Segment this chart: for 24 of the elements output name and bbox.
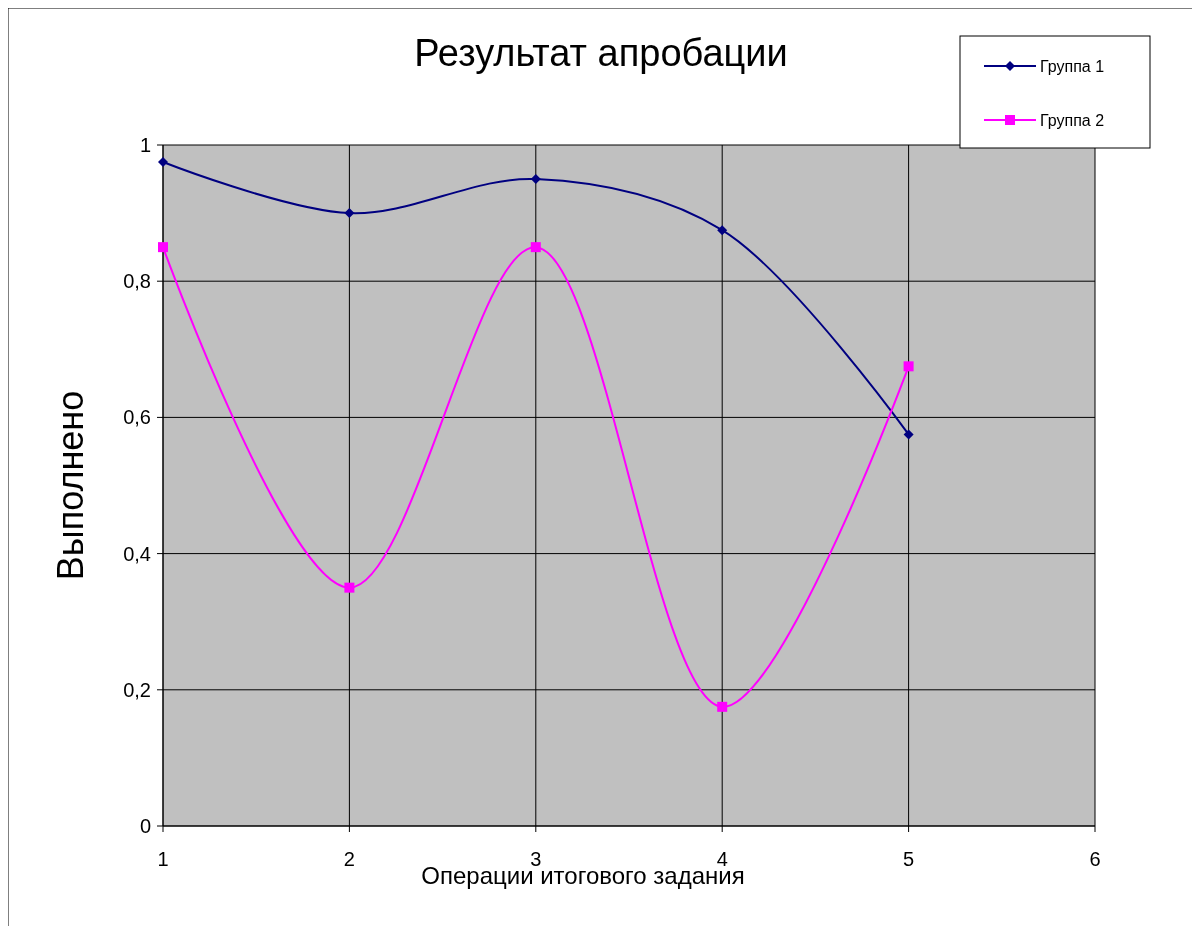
y-tick-label: 0,8 — [123, 270, 151, 293]
x-tick-label: 4 — [716, 848, 728, 870]
chart-title: Результат апробации — [414, 32, 788, 74]
point — [530, 242, 541, 253]
point — [717, 225, 728, 236]
point — [344, 582, 355, 593]
y-tick-label: 0,4 — [123, 542, 151, 565]
y-tick-label: 0,2 — [123, 678, 151, 701]
legend-label: Группа 1 — [1040, 58, 1105, 75]
y-axis-title: Выполнено — [50, 390, 91, 581]
x-tick-label: 5 — [903, 848, 915, 870]
point — [903, 429, 914, 440]
x-tick-label: 2 — [343, 848, 355, 870]
point — [344, 208, 355, 219]
point — [903, 361, 914, 372]
x-tick-label: 6 — [1089, 848, 1101, 870]
y-tick-label: 0,6 — [123, 406, 151, 429]
point — [717, 701, 728, 712]
y-tick-label: 0 — [139, 815, 151, 837]
legend-label: Группа 2 — [1040, 112, 1105, 129]
x-tick-label: 1 — [157, 848, 169, 870]
point — [158, 242, 168, 253]
y-tick-label: 1 — [139, 134, 151, 156]
point — [158, 157, 168, 168]
